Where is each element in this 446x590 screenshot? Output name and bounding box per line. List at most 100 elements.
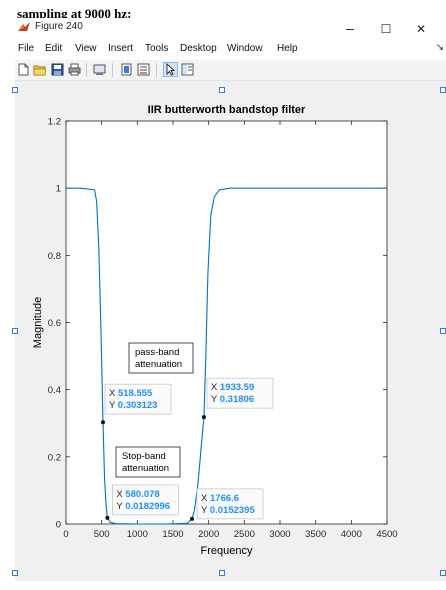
close-button[interactable]: ✕ [408, 18, 434, 38]
menu-tools[interactable]: Tools [145, 43, 169, 54]
resize-handle[interactable] [12, 87, 18, 93]
resize-handle[interactable] [12, 570, 18, 576]
toolbar-separator [112, 63, 113, 77]
x-tick-label: 3500 [305, 529, 326, 540]
datatip-y-value: 0.31806 [220, 394, 254, 405]
annotation-box [115, 446, 181, 478]
resize-handle[interactable] [440, 87, 446, 93]
resize-handle[interactable] [219, 570, 225, 576]
annotation-line: Stop-band [122, 451, 166, 462]
datatip-marker[interactable] [201, 415, 206, 420]
datatip-x-label: X [201, 493, 210, 504]
print-icon[interactable] [68, 63, 81, 76]
maximize-button[interactable]: ☐ [373, 18, 399, 38]
matlab-logo-icon [18, 22, 30, 31]
menu-view[interactable]: View [75, 43, 97, 54]
datatip-y-label: Y [201, 505, 210, 516]
annotation-box [128, 342, 194, 374]
axes-background[interactable] [65, 120, 388, 525]
caption-suffix: : [127, 6, 132, 21]
toolbar-separator [86, 63, 87, 77]
maximize-icon: ☐ [380, 22, 392, 36]
datatip-y-value: 0.0152395 [210, 505, 256, 516]
minimize-button[interactable]: – [337, 18, 363, 38]
insert-legend-icon[interactable] [137, 63, 150, 76]
datatip[interactable]: X 1933.59Y 0.31806 [201, 377, 274, 420]
x-tick-label: 2500 [234, 529, 255, 540]
resize-handle[interactable] [440, 570, 446, 576]
datatip-box [104, 383, 172, 415]
menu-insert[interactable]: Insert [108, 43, 134, 54]
datatip-x-value: 1933.59 [220, 382, 254, 393]
annotation-line: attenuation [122, 463, 169, 474]
figure-toolbar [15, 60, 446, 81]
datatip-y-row: Y 0.0152395 [201, 505, 255, 516]
datatip-marker[interactable] [105, 515, 110, 520]
property-inspector-icon[interactable] [181, 63, 194, 76]
datatip-x-value: 1766.6 [210, 493, 239, 504]
datatip-y-value: 0.0182996 [125, 501, 170, 512]
insert-colorbar-icon[interactable] [120, 63, 133, 76]
datatip-marker[interactable] [100, 420, 105, 425]
datatip-x-row: X 1766.6 [201, 493, 239, 504]
x-tick-label: 4000 [341, 529, 362, 540]
x-tick-label: 1500 [162, 529, 183, 540]
y-tick-label: 0.2 [48, 452, 61, 463]
datatip-y-value: 0.303123 [118, 400, 158, 411]
toolbar-separator [156, 63, 157, 77]
y-tick-label: 0.6 [48, 318, 61, 329]
x-tick-label: 3000 [269, 529, 290, 540]
caption-text: sampling at 9000 hz: [17, 6, 132, 22]
y-tick-label: 1.2 [48, 117, 61, 128]
series-line[interactable] [66, 187, 387, 525]
datatip[interactable]: X 1766.6Y 0.0152395 [190, 488, 264, 521]
menu-edit[interactable]: Edit [45, 43, 63, 54]
close-icon: ✕ [415, 22, 427, 36]
menu-file[interactable]: File [18, 43, 35, 54]
x-tick-label: 500 [94, 529, 110, 540]
annotation-line: attenuation [135, 359, 182, 370]
open-file-icon[interactable] [33, 63, 46, 76]
datatip-x-value: 518.555 [118, 388, 153, 399]
x-tick-label: 2000 [198, 529, 219, 540]
x-tick-label: 4500 [376, 529, 397, 540]
datatip-box [111, 484, 179, 516]
new-figure-icon[interactable] [17, 63, 30, 76]
y-tick-label: 0 [56, 520, 61, 531]
datatip-x-value: 580.078 [125, 489, 159, 500]
y-tick-label: 1 [56, 184, 61, 195]
edit-plot-icon[interactable] [163, 62, 178, 77]
menu-bar: File Edit View Insert Tools Desktop Wind… [15, 40, 446, 58]
datatip-x-row: X 580.078 [116, 489, 159, 500]
x-tick-label: 1000 [127, 529, 148, 540]
datatip-y-row: Y 0.303123 [109, 400, 157, 411]
resize-handle[interactable] [219, 87, 225, 93]
x-tick-label: 0 [63, 529, 68, 540]
save-icon[interactable] [51, 63, 64, 76]
annotation-line: pass-band [135, 347, 179, 358]
menu-window[interactable]: Window [227, 43, 263, 54]
menu-overflow-icon[interactable]: ↘ [435, 42, 444, 53]
datatip-y-row: Y 0.31806 [211, 394, 254, 405]
resize-handle[interactable] [12, 328, 18, 334]
window-titlebar: Figure 240 – ☐ ✕ [15, 18, 446, 40]
resize-handle[interactable] [440, 328, 446, 334]
link-plot-icon[interactable] [93, 63, 106, 76]
caption-prefix: sampling at 9000 [17, 6, 115, 21]
y-axis-label: Magnitude [32, 297, 44, 348]
menu-desktop[interactable]: Desktop [180, 43, 217, 54]
datatip-y-label: Y [211, 394, 220, 405]
y-tick-label: 0.8 [48, 251, 61, 262]
datatip-box [206, 377, 274, 409]
chart-title: IIR butterworth bandstop filter [148, 104, 306, 116]
datatip-x-label: X [109, 388, 118, 399]
caption-spellcheck-word: hz [114, 6, 128, 21]
menu-help[interactable]: Help [277, 43, 298, 54]
datatip-y-label: Y [109, 400, 118, 411]
datatip-marker[interactable] [190, 516, 195, 521]
datatip-box [196, 488, 264, 520]
